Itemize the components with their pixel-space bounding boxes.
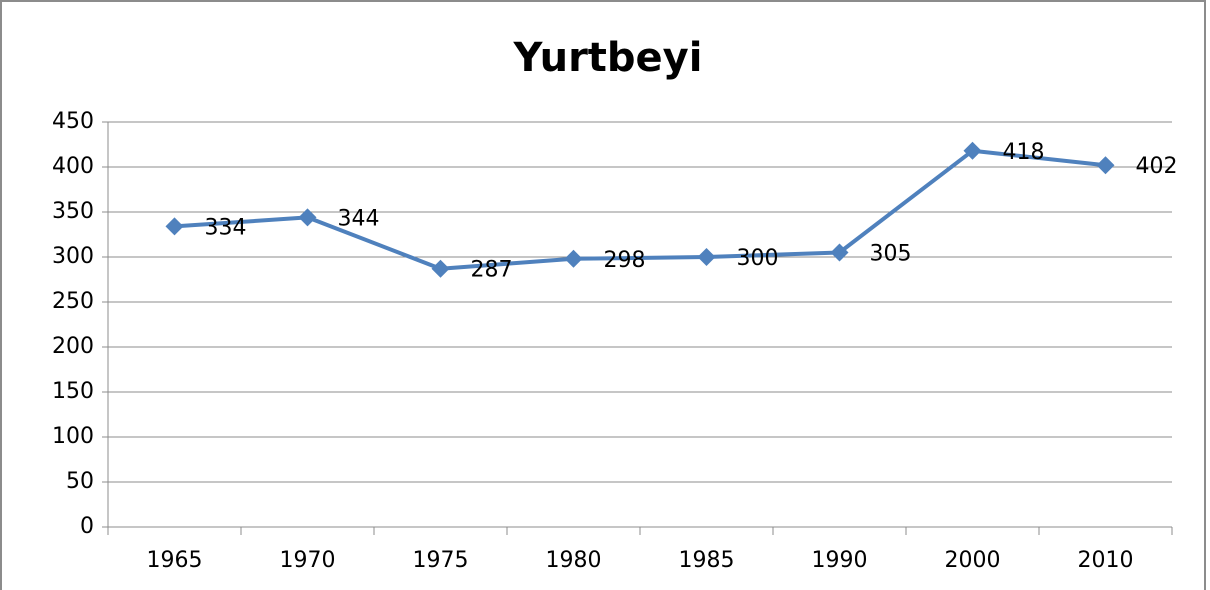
data-point: [963, 141, 982, 160]
data-label: 418: [1003, 140, 1045, 165]
data-point: [564, 249, 583, 268]
data-point: [830, 243, 849, 262]
data-point: [697, 248, 716, 266]
x-tick-label: 1990: [812, 548, 868, 573]
y-tick-label: 0: [80, 514, 94, 539]
data-label: 305: [870, 242, 912, 267]
chart-title: Yurtbeyi: [513, 35, 703, 81]
data-point: [431, 259, 450, 278]
data-label: 287: [471, 258, 513, 283]
data-point: [298, 208, 317, 227]
data-point: [165, 217, 184, 236]
x-tick-label: 2000: [945, 548, 1001, 573]
x-tick-label: 1965: [147, 548, 203, 573]
y-tick-label: 350: [52, 199, 94, 224]
data-label: 298: [604, 248, 646, 273]
y-tick-label: 100: [52, 424, 94, 449]
x-tick-label: 1970: [280, 548, 336, 573]
x-tick-label: 1980: [546, 548, 602, 573]
x-tick-label: 2010: [1078, 548, 1134, 573]
data-point: [1096, 156, 1115, 175]
x-tick-label: 1975: [413, 548, 469, 573]
y-tick-label: 400: [52, 154, 94, 179]
data-label: 300: [737, 246, 779, 271]
y-tick-label: 150: [52, 379, 94, 404]
y-tick-label: 250: [52, 289, 94, 314]
y-tick-label: 450: [52, 109, 94, 134]
y-tick-label: 300: [52, 244, 94, 269]
series-line: [174, 148, 1106, 271]
y-tick-label: 50: [66, 469, 94, 494]
data-label: 344: [338, 206, 380, 231]
data-label: 334: [205, 215, 247, 240]
x-tick-label: 1985: [679, 548, 735, 573]
data-label: 402: [1136, 154, 1178, 179]
y-tick-label: 200: [52, 334, 94, 359]
